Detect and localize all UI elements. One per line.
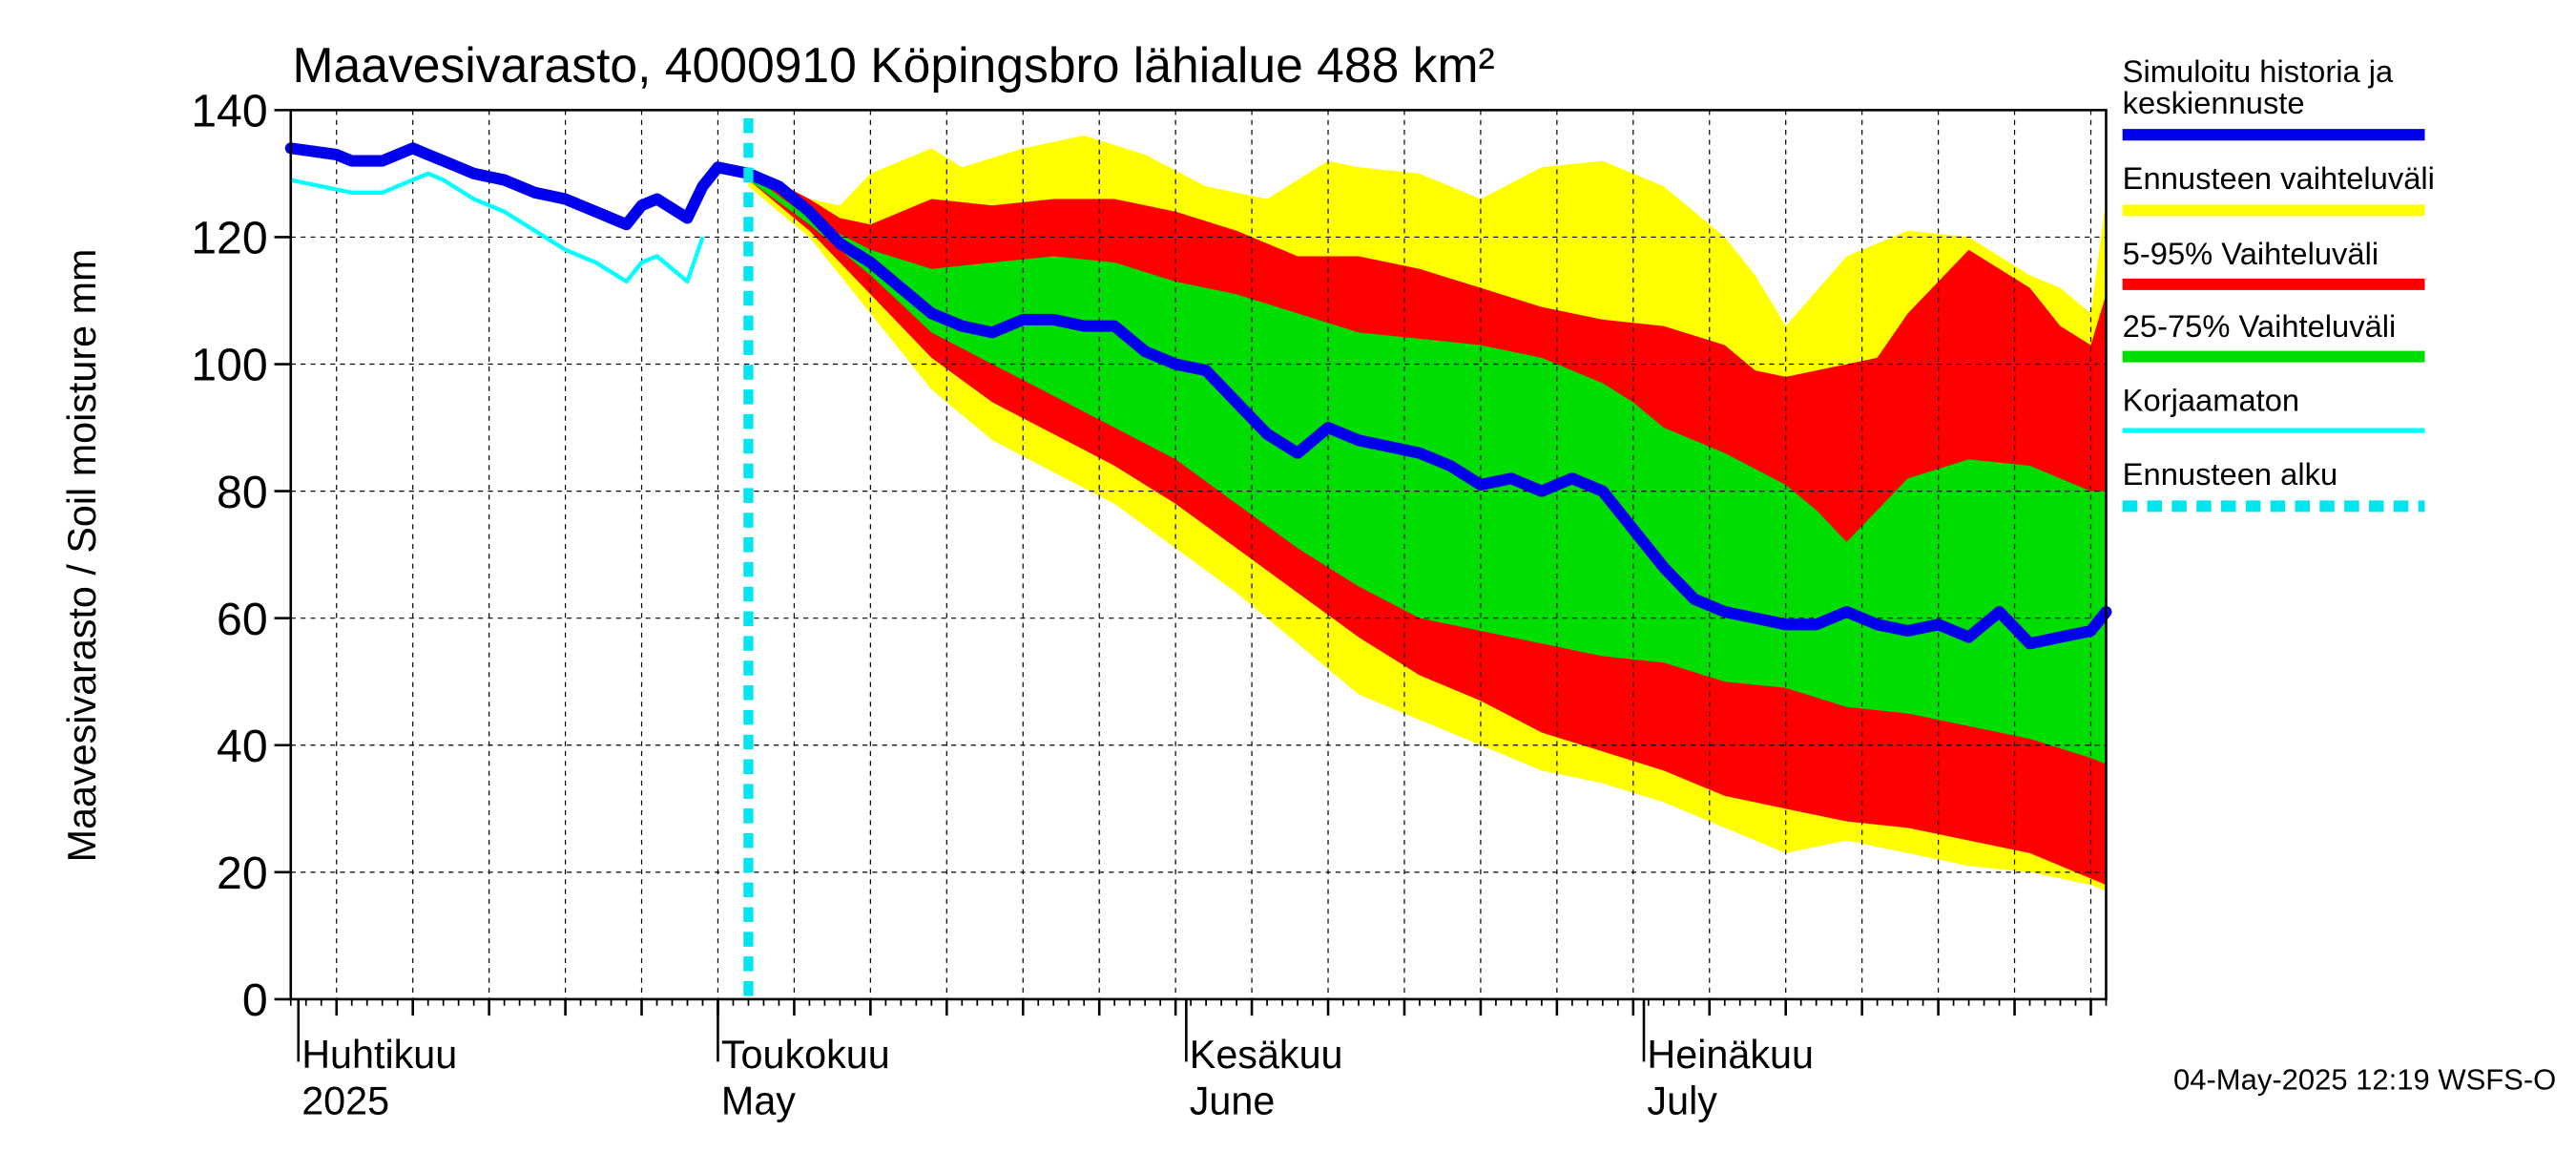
- y-tick-label: 0: [242, 974, 268, 1026]
- legend-label: 25-75% Vaihteluväli: [2123, 308, 2397, 344]
- history-line: [284, 142, 755, 231]
- legend-label: 5-95% Vaihteluväli: [2123, 236, 2379, 271]
- y-tick-label: 120: [191, 213, 267, 264]
- uncorrected-line: [290, 171, 705, 284]
- month-label: Heinäkuu: [1647, 1033, 1814, 1077]
- series-lines: [284, 117, 2112, 999]
- legend-label: Korjaamaton: [2123, 382, 2299, 417]
- legend-label: Simuloitu historia ja: [2123, 53, 2394, 89]
- timestamp: 04-May-2025 12:19 WSFS-O: [2173, 1063, 2556, 1097]
- y-tick-label: 40: [217, 721, 268, 772]
- y-tick-label: 60: [217, 594, 268, 645]
- legend-label: keskiennuste: [2123, 85, 2305, 120]
- month-sublabel: July: [1647, 1079, 1717, 1122]
- y-tick-label: 140: [191, 86, 267, 137]
- month-sublabel: June: [1190, 1079, 1276, 1122]
- y-axis-label: Maavesivarasto / Soil moisture mm: [60, 249, 104, 863]
- legend-label: Ennusteen vaihteluväli: [2123, 160, 2435, 196]
- plot-frame: [289, 109, 2108, 1001]
- month-sublabel: May: [721, 1079, 796, 1122]
- y-tick-label: 80: [217, 467, 268, 518]
- legend-label: Ennusteen alku: [2123, 456, 2337, 492]
- y-tick-label: 100: [191, 340, 267, 391]
- month-sublabel: 2025: [301, 1079, 389, 1122]
- month-label: Toukokuu: [721, 1033, 890, 1077]
- y-tick-label: 20: [217, 848, 268, 899]
- chart-title: Maavesivarasto, 4000910 Köpingsbro lähia…: [292, 37, 1494, 93]
- month-label: Huhtikuu: [301, 1033, 457, 1077]
- mean-forecast-line: [742, 167, 2112, 650]
- month-label: Kesäkuu: [1190, 1033, 1343, 1077]
